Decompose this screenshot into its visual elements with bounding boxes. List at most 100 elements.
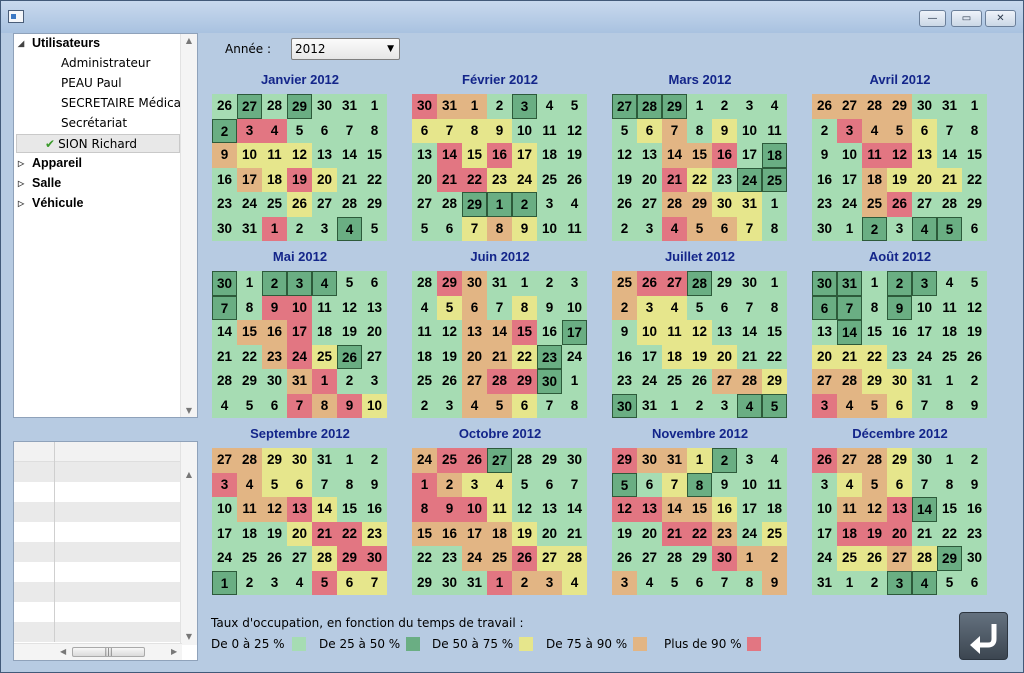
day-cell[interactable]: 6 [962, 216, 987, 241]
day-cell[interactable]: 31 [812, 570, 837, 595]
day-cell[interactable]: 3 [287, 271, 312, 296]
day-cell[interactable]: 27 [612, 94, 637, 119]
day-cell[interactable]: 28 [912, 546, 937, 571]
day-cell[interactable]: 2 [212, 118, 237, 143]
day-cell[interactable]: 1 [462, 94, 487, 119]
day-cell[interactable]: 29 [287, 94, 312, 119]
day-cell[interactable]: 28 [312, 546, 337, 571]
day-cell[interactable]: 17 [512, 143, 537, 168]
day-cell[interactable]: 25 [487, 546, 512, 571]
day-cell[interactable]: 18 [487, 521, 512, 546]
day-cell[interactable]: 26 [887, 192, 912, 217]
day-cell[interactable]: 26 [437, 369, 462, 394]
day-cell[interactable]: 26 [862, 546, 887, 571]
day-cell[interactable]: 28 [862, 448, 887, 473]
day-cell[interactable]: 10 [212, 497, 237, 522]
day-cell[interactable]: 13 [637, 497, 662, 522]
day-cell[interactable]: 19 [262, 521, 287, 546]
day-cell[interactable]: 8 [237, 295, 262, 320]
day-cell[interactable]: 1 [762, 271, 787, 296]
day-cell[interactable]: 19 [512, 521, 537, 546]
dropdown-arrow-icon[interactable]: ▼ [387, 44, 394, 54]
day-cell[interactable]: 2 [712, 94, 737, 119]
day-cell[interactable]: 4 [537, 94, 562, 119]
day-cell[interactable]: 12 [612, 497, 637, 522]
day-cell[interactable]: 1 [562, 369, 587, 394]
day-cell[interactable]: 15 [412, 521, 437, 546]
day-cell[interactable]: 4 [762, 448, 787, 473]
day-cell[interactable]: 12 [687, 320, 712, 345]
day-cell[interactable]: 3 [212, 472, 237, 497]
day-cell[interactable]: 29 [887, 94, 912, 119]
day-cell[interactable]: 4 [937, 271, 962, 296]
scroll-left-icon[interactable]: ◀ [60, 647, 67, 656]
day-cell[interactable]: 9 [712, 118, 737, 143]
day-cell[interactable]: 1 [487, 570, 512, 595]
day-cell[interactable]: 4 [562, 192, 587, 217]
day-cell[interactable]: 28 [837, 369, 862, 394]
day-cell[interactable]: 18 [762, 143, 787, 168]
day-cell[interactable]: 16 [712, 497, 737, 522]
day-cell[interactable]: 6 [512, 393, 537, 418]
day-cell[interactable]: 7 [912, 472, 937, 497]
day-cell[interactable]: 3 [737, 448, 762, 473]
day-cell[interactable]: 17 [212, 521, 237, 546]
day-cell[interactable]: 8 [937, 472, 962, 497]
day-cell[interactable]: 30 [912, 448, 937, 473]
day-cell[interactable]: 6 [462, 295, 487, 320]
tree-scrollbar[interactable]: ▲ ▼ [180, 34, 197, 417]
day-cell[interactable]: 23 [212, 192, 237, 217]
day-cell[interactable]: 28 [637, 94, 662, 119]
day-cell[interactable]: 30 [262, 369, 287, 394]
day-cell[interactable]: 3 [512, 94, 537, 119]
day-cell[interactable]: 1 [837, 570, 862, 595]
tree-item-secretaire-medicale[interactable]: SECRETAIRE Médicale [61, 94, 192, 113]
day-cell[interactable]: 25 [537, 167, 562, 192]
day-cell[interactable]: 2 [612, 216, 637, 241]
day-cell[interactable]: 20 [312, 167, 337, 192]
day-cell[interactable]: 1 [662, 393, 687, 418]
grid-row[interactable] [14, 502, 182, 522]
day-cell[interactable]: 29 [687, 546, 712, 571]
day-cell[interactable]: 22 [937, 521, 962, 546]
day-cell[interactable]: 7 [912, 393, 937, 418]
day-cell[interactable]: 7 [337, 118, 362, 143]
day-cell[interactable]: 2 [762, 546, 787, 571]
day-cell[interactable]: 17 [637, 344, 662, 369]
day-cell[interactable]: 14 [937, 143, 962, 168]
day-cell[interactable]: 18 [312, 320, 337, 345]
day-cell[interactable]: 14 [737, 320, 762, 345]
day-cell[interactable]: 9 [212, 143, 237, 168]
day-cell[interactable]: 10 [812, 497, 837, 522]
day-cell[interactable]: 6 [712, 216, 737, 241]
day-cell[interactable]: 5 [687, 216, 712, 241]
day-cell[interactable]: 27 [887, 546, 912, 571]
day-cell[interactable]: 6 [712, 295, 737, 320]
day-cell[interactable]: 28 [662, 546, 687, 571]
day-cell[interactable]: 14 [837, 320, 862, 345]
day-cell[interactable]: 15 [512, 320, 537, 345]
day-cell[interactable]: 25 [437, 448, 462, 473]
day-cell[interactable]: 20 [712, 344, 737, 369]
day-cell[interactable]: 25 [312, 344, 337, 369]
day-cell[interactable]: 29 [362, 192, 387, 217]
day-cell[interactable]: 5 [887, 118, 912, 143]
day-cell[interactable]: 2 [512, 570, 537, 595]
day-cell[interactable]: 13 [637, 143, 662, 168]
scroll-down-icon[interactable]: ▼ [185, 406, 193, 415]
day-cell[interactable]: 31 [462, 570, 487, 595]
day-cell[interactable]: 18 [837, 521, 862, 546]
day-cell[interactable]: 16 [487, 143, 512, 168]
day-cell[interactable]: 23 [887, 344, 912, 369]
day-cell[interactable]: 5 [237, 393, 262, 418]
day-cell[interactable]: 14 [662, 143, 687, 168]
day-cell[interactable]: 29 [337, 546, 362, 571]
day-cell[interactable]: 21 [662, 167, 687, 192]
day-cell[interactable]: 30 [637, 448, 662, 473]
day-cell[interactable]: 3 [437, 393, 462, 418]
day-cell[interactable]: 8 [962, 118, 987, 143]
day-cell[interactable]: 20 [887, 521, 912, 546]
day-cell[interactable]: 8 [687, 118, 712, 143]
day-cell[interactable]: 3 [312, 216, 337, 241]
day-cell[interactable]: 2 [862, 570, 887, 595]
